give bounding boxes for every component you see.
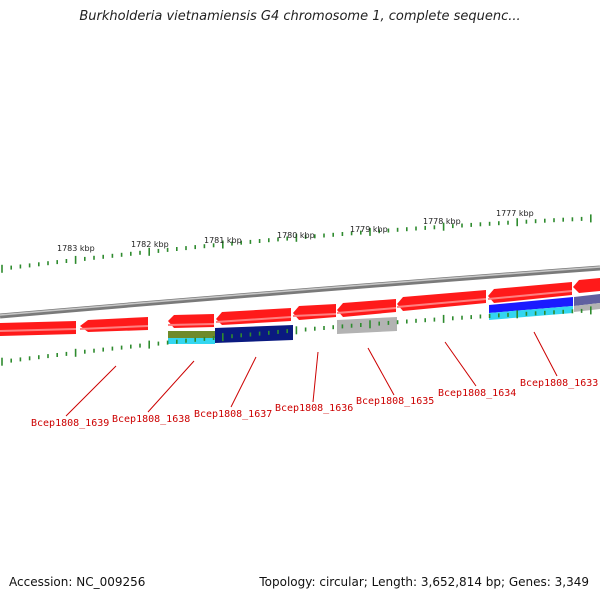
outer-tick-track: [1, 214, 592, 273]
chromosome-backbone: [0, 265, 600, 319]
inner-tick-track: [1, 306, 592, 366]
gene-bcep1808-1638[interactable]: [80, 317, 148, 332]
feature-olive: [168, 331, 215, 338]
accession-text: Accession: NC_009256: [9, 575, 146, 589]
feature-gray-right: [574, 303, 600, 312]
scale-label-1779: 1779 kbp: [350, 225, 388, 234]
gene-track: [0, 278, 600, 336]
feature-gray: [337, 317, 397, 334]
label-leaders: [65, 331, 558, 417]
gene-label-1633[interactable]: Bcep1808_1633: [520, 378, 598, 389]
gene-bcep1808-1637-a[interactable]: [168, 314, 214, 328]
map-title: Burkholderia vietnamiensis G4 chromosome…: [79, 9, 521, 24]
gene-partial-right[interactable]: [573, 278, 600, 293]
gene-labels: Bcep1808_1639 Bcep1808_1638 Bcep1808_163…: [31, 378, 598, 429]
gene-bevel: [0, 290, 573, 332]
gene-label-1636[interactable]: Bcep1808_1636: [275, 403, 353, 414]
feature-navy: [215, 325, 293, 343]
scale-label-1782: 1782 kbp: [131, 240, 169, 249]
summary-text: Topology: circular; Length: 3,652,814 bp…: [259, 575, 589, 589]
feature-slate: [574, 294, 600, 306]
feature-track: [168, 294, 600, 344]
feature-blue: [489, 297, 573, 313]
gene-bcep1808-1637-b[interactable]: [216, 308, 291, 325]
scale-label-1778: 1778 kbp: [423, 217, 461, 226]
gene-label-1634[interactable]: Bcep1808_1634: [438, 388, 516, 399]
gene-label-1635[interactable]: Bcep1808_1635: [356, 396, 434, 407]
feature-cyan-b: [489, 306, 573, 320]
scale-label-1783: 1783 kbp: [57, 244, 95, 253]
scale-labels: 1783 kbp 1782 kbp 1781 kbp 1780 kbp 1779…: [57, 209, 534, 253]
gene-label-1639[interactable]: Bcep1808_1639: [31, 418, 109, 429]
scale-label-1780: 1780 kbp: [277, 231, 315, 240]
scale-label-1781: 1781 kbp: [204, 236, 242, 245]
feature-cyan-a: [168, 338, 215, 344]
gene-bcep1808-1639[interactable]: [0, 321, 76, 336]
gene-label-1638[interactable]: Bcep1808_1638: [112, 414, 190, 425]
chromosome-backbone-highlight: [0, 266, 600, 316]
gene-label-1637[interactable]: Bcep1808_1637: [194, 409, 272, 420]
gene-bcep1808-1636[interactable]: [293, 304, 336, 320]
scale-label-1777: 1777 kbp: [496, 209, 534, 218]
